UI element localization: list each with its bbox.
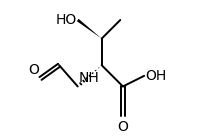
Text: HO: HO (55, 13, 76, 27)
Text: O: O (117, 120, 128, 134)
Text: OH: OH (146, 69, 167, 83)
Text: NH: NH (79, 71, 100, 85)
Polygon shape (77, 19, 102, 39)
Text: O: O (28, 63, 39, 77)
